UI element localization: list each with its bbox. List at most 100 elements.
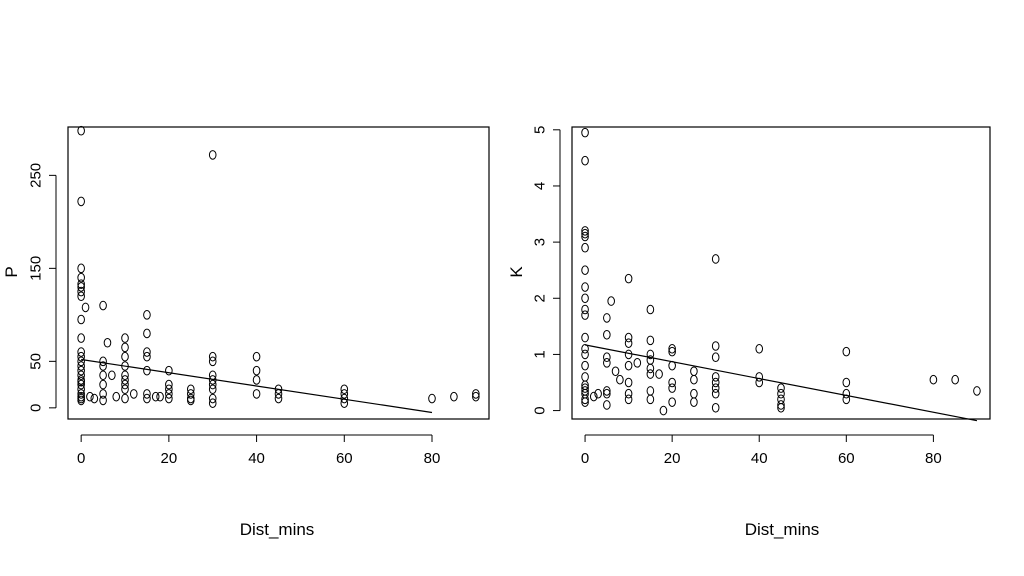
scatter-panel-p: Dist_mins P 0 20 40 60 80 0 50 150 250 (2, 125, 490, 539)
data-point (165, 389, 173, 399)
y-tick-label: 50 (28, 353, 45, 370)
data-point (581, 304, 589, 315)
data-point (581, 360, 589, 371)
data-point (77, 351, 85, 362)
data-point (77, 314, 85, 325)
data-point (99, 361, 107, 371)
data-point (108, 370, 116, 381)
x-tick-label: 20 (161, 450, 178, 467)
data-point (755, 372, 764, 382)
data-point (624, 377, 633, 388)
data-point (711, 352, 720, 363)
data-point (77, 263, 85, 274)
data-point (121, 379, 129, 390)
data-point (472, 391, 480, 402)
data-point (143, 347, 151, 357)
data-point (143, 393, 151, 404)
data-point (121, 333, 129, 343)
data-point (624, 332, 633, 343)
data-point (103, 337, 112, 348)
data-point (668, 377, 676, 388)
data-point (581, 226, 589, 236)
data-point (646, 369, 655, 379)
data-point (121, 384, 129, 395)
data-point (711, 372, 720, 382)
data-point (581, 344, 589, 354)
data-point (624, 338, 633, 348)
data-point (581, 127, 589, 138)
data-point (646, 386, 655, 396)
data-point (594, 388, 602, 399)
data-point (77, 365, 85, 376)
data-point (208, 384, 217, 395)
data-point (252, 375, 261, 385)
data-point (81, 302, 90, 313)
data-point (99, 356, 107, 367)
data-point (99, 379, 107, 390)
y-tick-label: 2 (532, 294, 549, 302)
data-point (581, 265, 589, 275)
plot-frame (571, 126, 991, 420)
data-point (77, 196, 85, 207)
data-point (121, 375, 129, 385)
plot-frame (67, 126, 490, 420)
data-point (77, 370, 85, 381)
y-axis-title: P (2, 266, 21, 277)
data-point (208, 150, 217, 160)
data-point (77, 379, 85, 390)
data-point (711, 402, 720, 413)
data-point (646, 363, 655, 374)
data-point (646, 394, 655, 405)
y-tick-label: 5 (532, 126, 549, 134)
data-point (77, 361, 85, 371)
data-point (842, 388, 851, 399)
x-tick-label: 60 (838, 450, 855, 467)
data-point (208, 379, 217, 390)
data-point (603, 358, 611, 368)
data-point (668, 346, 676, 357)
data-point (668, 397, 676, 407)
data-point (208, 351, 217, 362)
data-point (208, 356, 217, 367)
data-point (668, 383, 676, 393)
data-point (624, 360, 633, 371)
data-point (711, 341, 720, 351)
data-point (711, 388, 720, 399)
regression-line (81, 358, 433, 414)
y-tick-label: 0 (28, 404, 45, 412)
data-point (151, 391, 160, 402)
data-point (690, 388, 698, 399)
data-point (929, 374, 938, 385)
data-point (668, 344, 676, 354)
data-point (842, 346, 851, 357)
data-point (690, 374, 698, 385)
data-point (581, 282, 589, 292)
data-point (842, 377, 851, 388)
data-point (624, 273, 633, 284)
data-point (777, 400, 785, 410)
data-point (711, 377, 720, 388)
data-point (77, 272, 85, 283)
data-point (581, 372, 589, 382)
data-point (633, 358, 642, 368)
data-point (77, 282, 85, 292)
data-point (340, 384, 349, 395)
data-point (603, 386, 611, 396)
data-point (777, 388, 785, 399)
data-point (99, 370, 107, 381)
data-point (581, 383, 589, 393)
data-point (603, 329, 611, 340)
data-point (581, 310, 589, 320)
x-tick-label: 0 (581, 450, 589, 467)
data-point (77, 356, 85, 367)
data-point (165, 384, 173, 395)
data-point (581, 397, 589, 407)
data-point (603, 313, 611, 323)
data-point (655, 369, 663, 379)
data-point (611, 366, 620, 377)
data-point (951, 374, 959, 385)
data-point (77, 125, 85, 136)
data-point (143, 328, 151, 339)
data-point (143, 389, 151, 399)
